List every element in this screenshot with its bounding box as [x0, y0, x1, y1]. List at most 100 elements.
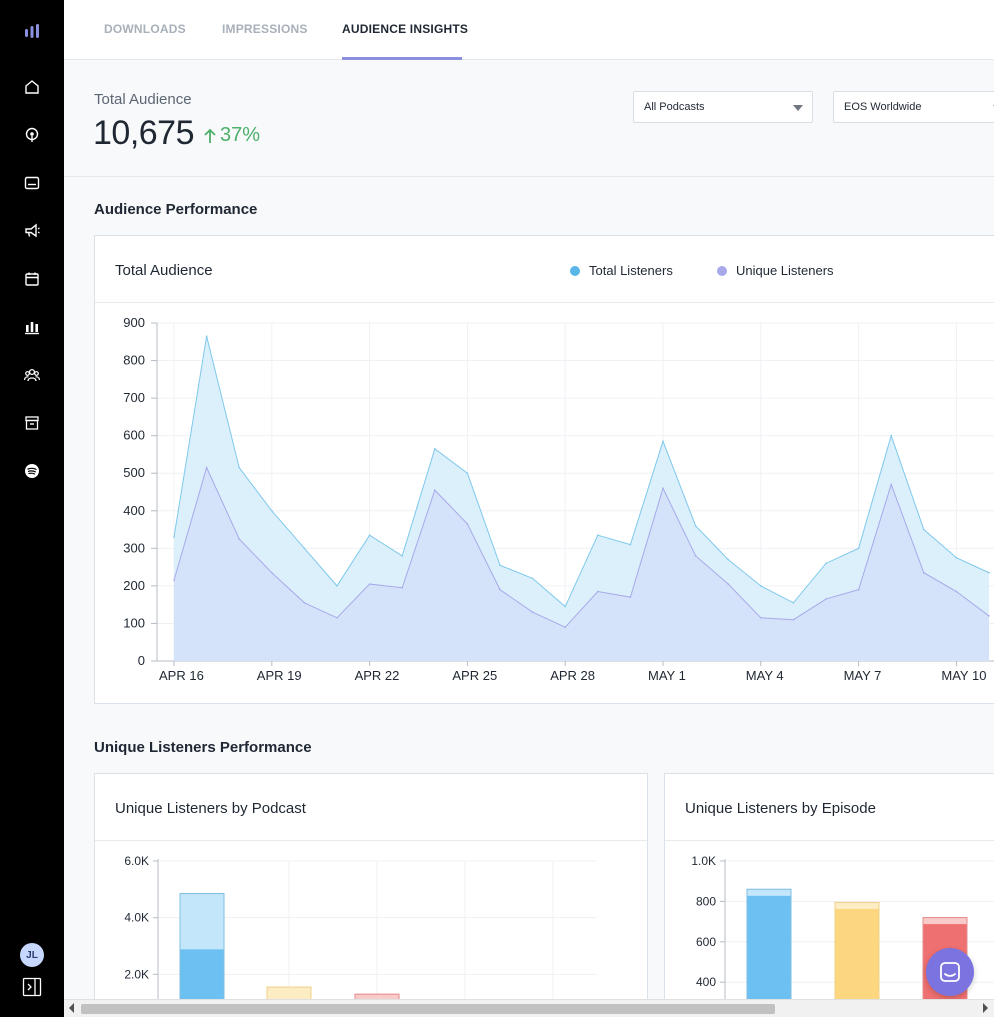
legend-label: Total Listeners — [589, 263, 673, 278]
x-tick-label: APR 19 — [257, 668, 302, 683]
data-point — [792, 618, 795, 621]
y-tick-label: 800 — [123, 353, 145, 368]
data-point — [531, 611, 534, 613]
y-tick-label: 400 — [696, 975, 716, 989]
podcast-select-value: All Podcasts — [644, 101, 705, 113]
data-point — [238, 538, 240, 540]
data-point — [988, 615, 990, 617]
data-point — [923, 528, 925, 531]
card-title: Unique Listeners by Episode — [685, 800, 876, 817]
y-tick-label: 1.0K — [691, 854, 716, 868]
data-point — [727, 558, 729, 561]
data-point — [988, 571, 990, 574]
podcast-select[interactable]: All Podcasts — [633, 91, 813, 123]
region-select[interactable]: EOS Worldwide — [833, 91, 994, 123]
y-tick-label: 500 — [123, 465, 145, 480]
x-tick-label: MAY 7 — [844, 668, 882, 683]
by-podcast-chart: 2.0K 4.0K 6.0K — [124, 854, 597, 1011]
bar-segment — [922, 917, 968, 925]
y-tick-label: 400 — [123, 503, 145, 518]
total-audience-card: Total Audience Total Listeners Unique Li… — [94, 235, 994, 704]
horizontal-scrollbar[interactable] — [64, 999, 994, 1017]
y-tick-label: 2.0K — [124, 967, 149, 981]
legend-label: Unique Listeners — [736, 263, 834, 278]
data-point — [173, 579, 175, 582]
data-point — [499, 588, 501, 591]
chat-icon — [940, 962, 960, 982]
y-tick-label: 100 — [123, 615, 145, 630]
data-point — [629, 596, 632, 598]
x-tick-label: APR 28 — [550, 668, 595, 683]
data-point — [662, 487, 664, 490]
data-point — [955, 590, 958, 593]
data-point — [857, 547, 860, 550]
unique-performance-heading: Unique Listeners Performance — [94, 739, 312, 756]
x-tick-label: MAY 10 — [941, 668, 986, 683]
bar-outline — [834, 901, 880, 1011]
chat-launcher-button[interactable] — [926, 948, 974, 996]
data-point — [336, 585, 338, 587]
data-point — [434, 489, 436, 491]
unique-listeners-line — [173, 466, 990, 628]
bar-outline — [922, 917, 968, 1011]
audience-icon[interactable] — [21, 364, 43, 386]
legend-item-unique[interactable]: Unique Listeners — [717, 263, 834, 278]
summary-header: Total Audience 10,675 37% All Podcasts E… — [64, 60, 994, 177]
data-point — [694, 525, 697, 527]
collapse-sidebar-icon[interactable] — [22, 977, 42, 997]
region-select-value: EOS Worldwide — [844, 101, 922, 113]
spotify-icon[interactable] — [21, 460, 43, 482]
episodes-icon[interactable] — [21, 172, 43, 194]
tab-downloads[interactable]: DOWNLOADS — [104, 22, 186, 36]
calendar-icon[interactable] — [21, 268, 43, 290]
bar-outline — [354, 993, 400, 1011]
x-tick-label: APR 22 — [355, 668, 400, 683]
bar-segment — [835, 908, 879, 1011]
app-logo[interactable] — [22, 23, 42, 41]
podcast-icon[interactable] — [21, 124, 43, 146]
data-point — [303, 547, 306, 550]
audience-performance-heading: Audience Performance — [94, 201, 258, 218]
data-point — [271, 509, 273, 512]
data-point — [271, 571, 273, 574]
data-point — [694, 555, 697, 557]
data-point — [955, 556, 958, 559]
data-point — [205, 335, 208, 337]
data-point — [434, 448, 436, 450]
data-point — [303, 601, 306, 604]
card-title: Total Audience — [115, 262, 213, 279]
legend-item-total[interactable]: Total Listeners — [570, 263, 673, 278]
data-point — [401, 586, 404, 589]
tab-bar: DOWNLOADS IMPRESSIONS AUDIENCE INSIGHTS — [64, 0, 994, 60]
data-point — [401, 555, 404, 557]
x-tick-label: MAY 1 — [648, 668, 686, 683]
data-point — [173, 536, 175, 538]
y-tick-label: 800 — [696, 894, 716, 908]
data-point — [890, 434, 892, 437]
data-point — [857, 588, 860, 591]
data-point — [792, 601, 795, 604]
y-tick-label: 4.0K — [124, 911, 149, 925]
bar-outline — [746, 888, 792, 1011]
scroll-left-icon[interactable] — [69, 1003, 74, 1013]
tab-impressions[interactable]: IMPRESSIONS — [222, 22, 308, 36]
home-icon[interactable] — [21, 76, 43, 98]
x-tick-label: APR 16 — [159, 668, 204, 683]
scroll-right-icon[interactable] — [983, 1003, 988, 1013]
by-podcast-card: Unique Listeners by Podcast 2.0K 4.0K 6.0K — [94, 773, 648, 1017]
growth-percent: 37% — [220, 124, 261, 146]
y-tick-label: 200 — [123, 578, 145, 593]
data-point — [597, 534, 599, 536]
card-header: Unique Listeners by Podcast — [95, 774, 647, 841]
bar-segment — [746, 888, 792, 896]
chevron-down-icon — [793, 105, 803, 111]
y-tick-label: 700 — [123, 390, 145, 405]
card-title: Unique Listeners by Podcast — [115, 800, 306, 817]
scrollbar-thumb[interactable] — [81, 1004, 775, 1014]
analytics-icon[interactable] — [21, 316, 43, 338]
store-icon[interactable] — [21, 412, 43, 434]
data-point — [336, 617, 338, 619]
campaigns-icon[interactable] — [21, 220, 43, 242]
tab-audience-insights[interactable]: AUDIENCE INSIGHTS — [342, 22, 469, 36]
user-avatar[interactable]: JL — [20, 943, 44, 967]
